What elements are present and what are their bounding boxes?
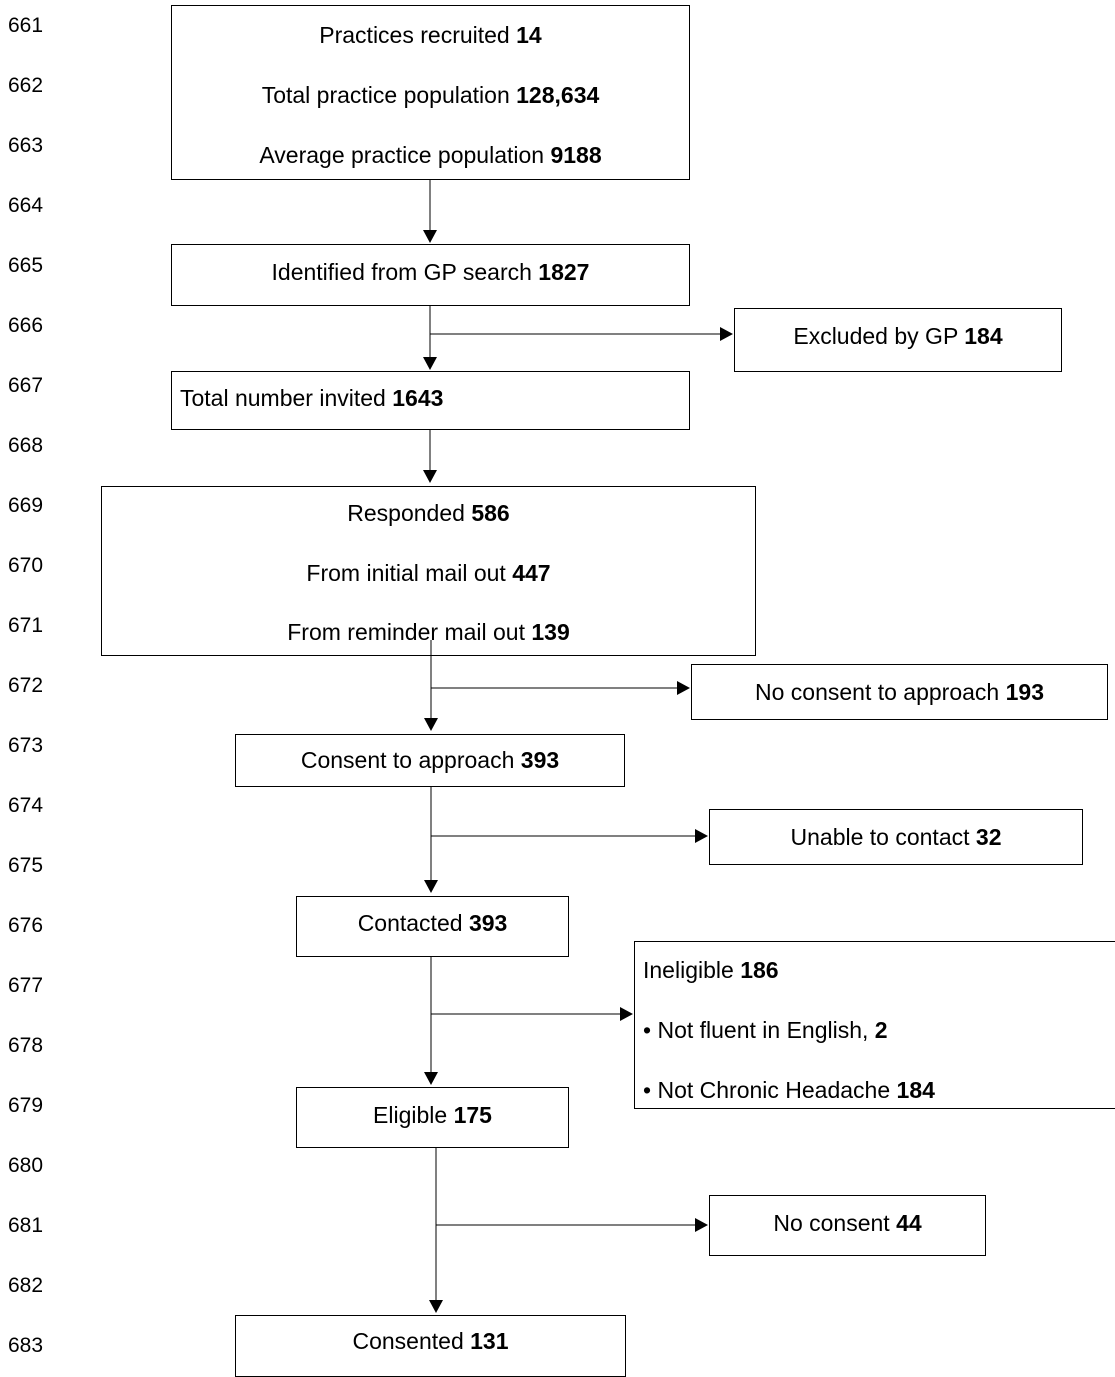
identified-label: Identified from GP search xyxy=(271,259,539,285)
arrowhead-down xyxy=(423,470,437,483)
consent-approach-count: 393 xyxy=(520,747,560,773)
not-fluent-label: Not fluent in English, xyxy=(651,1017,875,1043)
ineligible-count: 186 xyxy=(740,957,779,983)
eligible-count: 175 xyxy=(453,1102,492,1128)
practices-recruited-count: 14 xyxy=(516,22,542,48)
arrowhead-right xyxy=(695,1218,708,1232)
excluded-box: Excluded by GP 184 xyxy=(734,308,1062,372)
initial-mailout-label: From initial mail out xyxy=(306,560,513,586)
line-number: 663 xyxy=(8,134,44,157)
line-number: 675 xyxy=(8,854,44,877)
ineligible-label: Ineligible xyxy=(643,957,741,983)
responded-label: Responded xyxy=(347,500,472,526)
arrowhead-down xyxy=(423,230,437,243)
ineligible-box: Ineligible 186 • Not fluent in English, … xyxy=(634,941,1115,1109)
no-consent-approach-count: 193 xyxy=(1005,679,1044,705)
arrowhead-right xyxy=(695,829,708,843)
practices-recruited-box: Practices recruited 14 Total practice po… xyxy=(171,5,690,180)
reminder-mailout-count: 139 xyxy=(531,619,570,645)
line-number: 682 xyxy=(8,1274,44,1297)
line-number: 679 xyxy=(8,1094,44,1117)
excluded-label: Excluded by GP xyxy=(793,323,965,349)
unable-contact-box: Unable to contact 32 xyxy=(709,809,1083,865)
arrowhead-right xyxy=(720,327,733,341)
line-number: 677 xyxy=(8,974,44,997)
arrowhead-down xyxy=(424,1072,438,1085)
line-number: 674 xyxy=(8,794,44,817)
invited-count: 1643 xyxy=(392,385,444,411)
excluded-count: 184 xyxy=(964,323,1003,349)
unable-contact-label: Unable to contact xyxy=(790,824,976,850)
bullet-icon: • xyxy=(643,1077,652,1103)
not-chronic-label: Not Chronic Headache xyxy=(651,1077,897,1103)
line-number: 680 xyxy=(8,1154,44,1177)
responded-box: Responded 586 From initial mail out 447 … xyxy=(101,486,756,656)
line-number: 661 xyxy=(8,14,44,37)
average-population-line: Average practice population 9188 xyxy=(172,142,689,168)
line-number: 683 xyxy=(8,1334,44,1357)
line-number: 665 xyxy=(8,254,44,277)
line-number: 668 xyxy=(8,434,44,457)
not-fluent-count: 2 xyxy=(874,1017,888,1043)
line-number: 678 xyxy=(8,1034,44,1057)
contacted-box: Contacted 393 xyxy=(296,896,569,957)
line-number: 662 xyxy=(8,74,44,97)
invited-label: Total number invited xyxy=(180,385,393,411)
not-chronic-count: 184 xyxy=(896,1077,935,1103)
eligible-label: Eligible xyxy=(373,1102,454,1128)
arrowhead-down xyxy=(423,357,437,370)
practices-recruited-line: Practices recruited 14 xyxy=(172,22,689,48)
unable-contact-count: 32 xyxy=(975,824,1002,850)
arrowhead-down xyxy=(424,880,438,893)
arrowhead-right xyxy=(677,681,690,695)
average-population-count: 9188 xyxy=(550,142,602,168)
consented-box: Consented 131 xyxy=(235,1315,626,1377)
average-population-label: Average practice population xyxy=(259,142,551,168)
line-number: 681 xyxy=(8,1214,44,1237)
invited-box: Total number invited 1643 xyxy=(171,371,690,430)
no-consent-count: 44 xyxy=(896,1210,922,1236)
line-number: 667 xyxy=(8,374,44,397)
total-population-label: Total practice population xyxy=(261,82,517,108)
consent-approach-label: Consent to approach xyxy=(300,747,521,773)
contacted-count: 393 xyxy=(468,910,508,936)
no-consent-approach-label: No consent to approach xyxy=(755,679,1006,705)
no-consent-approach-box: No consent to approach 193 xyxy=(691,664,1108,720)
arrowhead-right xyxy=(620,1007,633,1021)
no-consent-box: No consent 44 xyxy=(709,1195,986,1256)
identified-count: 1827 xyxy=(538,259,590,285)
arrowhead-down xyxy=(429,1300,443,1313)
reminder-mailout-label: From reminder mail out xyxy=(287,619,532,645)
initial-mailout-count: 447 xyxy=(512,560,551,586)
line-number: 670 xyxy=(8,554,44,577)
line-number: 666 xyxy=(8,314,44,337)
consented-label: Consented xyxy=(352,1328,471,1354)
arrowhead-down xyxy=(424,718,438,731)
consented-count: 131 xyxy=(470,1328,509,1354)
total-population-count: 128,634 xyxy=(516,82,600,108)
identified-box: Identified from GP search 1827 xyxy=(171,244,690,306)
line-number: 664 xyxy=(8,194,44,217)
line-number: 676 xyxy=(8,914,44,937)
contacted-label: Contacted xyxy=(357,910,469,936)
no-consent-label: No consent xyxy=(773,1210,897,1236)
line-number: 671 xyxy=(8,614,44,637)
line-number: 669 xyxy=(8,494,44,517)
responded-count: 586 xyxy=(471,500,510,526)
practices-recruited-label: Practices recruited xyxy=(319,22,517,48)
bullet-icon: • xyxy=(643,1017,652,1043)
total-population-line: Total practice population 128,634 xyxy=(172,82,689,108)
eligible-box: Eligible 175 xyxy=(296,1087,569,1148)
line-number: 673 xyxy=(8,734,44,757)
line-number: 672 xyxy=(8,674,44,697)
consent-approach-box: Consent to approach 393 xyxy=(235,734,625,787)
